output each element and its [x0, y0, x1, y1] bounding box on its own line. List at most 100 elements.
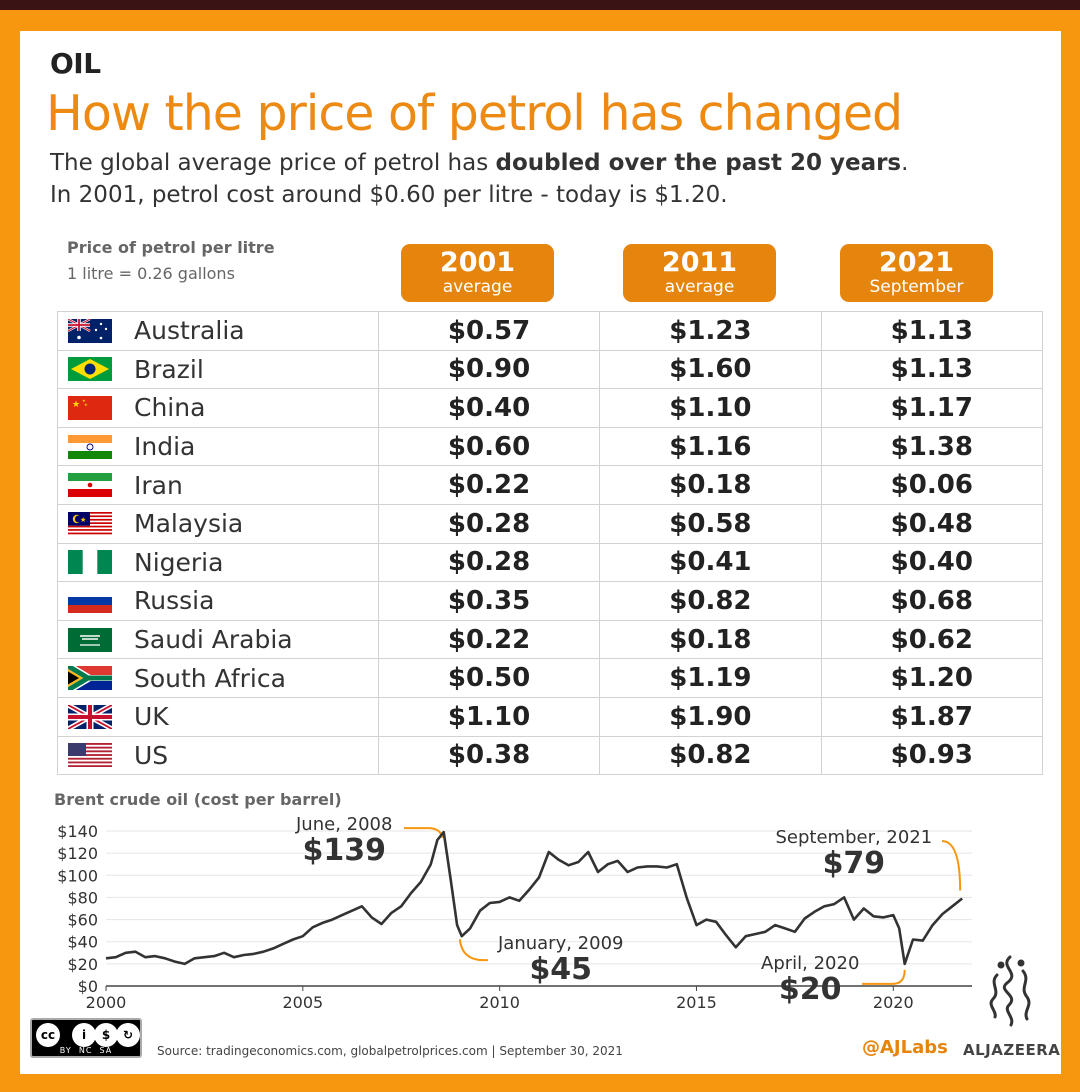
y-tick-label: $20 [67, 955, 98, 974]
price-2001: $0.38 [377, 735, 601, 776]
country-cell: South Africa [57, 658, 379, 698]
table-row: Saudi Arabia $0.22 $0.18 $0.62 [57, 619, 1044, 660]
price-2011: $0.82 [599, 735, 822, 776]
country-name: UK [134, 702, 169, 732]
aljazeera-logo-icon [989, 955, 1031, 1027]
annotation-value: $139 [302, 833, 386, 868]
svg-text:★: ★ [80, 516, 86, 524]
svg-text:★: ★ [84, 402, 88, 407]
by-icon: i [72, 1023, 96, 1047]
country-cell: US [57, 735, 379, 776]
price-table: Australia $0.57 $1.23 $1.13 Brazil $0.90 $1.60… [57, 311, 1044, 776]
aljazeera-wordmark: ALJAZEERA [963, 1041, 1061, 1059]
uk-flag-icon [66, 702, 114, 731]
country-name: Iran [134, 470, 183, 500]
country-cell: Iran [57, 465, 379, 505]
country-name: Nigeria [134, 547, 224, 577]
license-text: BY NC SA [32, 1046, 140, 1055]
license-sa: SA [99, 1046, 113, 1055]
country-name: Malaysia [134, 509, 244, 539]
country-cell: Australia [57, 311, 379, 351]
callout-low-2020 [862, 969, 906, 985]
australia-flag-icon [67, 317, 112, 343]
country-cell: UK [57, 696, 379, 737]
subtitle-bold: doubled over the past 20 years [495, 150, 902, 176]
x-tick-label: 2005 [282, 993, 323, 1010]
country-name: Saudi Arabia [134, 625, 293, 655]
license-by: BY [59, 1046, 72, 1055]
annotation-value: $45 [529, 952, 593, 987]
y-tick-label: $0 [78, 977, 98, 996]
y-tick-label: $60 [67, 911, 98, 930]
price-2001: $0.40 [377, 388, 601, 428]
creative-commons-badge: cc i $ ↻ BY NC SA [30, 1018, 142, 1058]
price-2001: $0.22 [377, 465, 601, 505]
ajlabs-handle: @AJLabs [862, 1037, 948, 1058]
sa-icon: ↻ [116, 1023, 140, 1047]
country-name: South Africa [134, 663, 286, 693]
y-tick-label: $40 [67, 933, 98, 952]
iran-flag-icon [68, 473, 112, 498]
price-2001: $0.28 [377, 542, 601, 583]
price-2021: $1.87 [820, 696, 1044, 737]
table-row: ★ ★ ★ China $0.40 $1.10 $1.17 [57, 388, 1044, 428]
svg-text:★: ★ [82, 398, 86, 403]
brazil-flag-icon [68, 357, 112, 382]
country-cell: ★ Malaysia [57, 503, 379, 544]
price-2001: $0.28 [377, 503, 601, 544]
column-sub: average [664, 277, 735, 297]
price-2021: $0.62 [820, 619, 1044, 660]
nigeria-flag-icon [68, 550, 112, 575]
annotation-label: April, 2020 [761, 953, 860, 974]
callout-low-2009 [458, 939, 488, 962]
table-row: US $0.38 $0.82 $0.93 [57, 735, 1044, 776]
subtitle-line-1: The global average price of petrol has d… [50, 150, 908, 176]
price-2021: $1.17 [820, 388, 1044, 428]
price-2001: $0.57 [377, 311, 601, 351]
chart-title: Brent crude oil (cost per barrel) [54, 790, 342, 809]
table-row: Russia $0.35 $0.82 $0.68 [57, 581, 1044, 621]
callout-peak-2008 [404, 827, 444, 839]
x-tick-label: 2020 [873, 993, 914, 1010]
price-2011: $0.58 [599, 503, 822, 544]
price-2021: $0.68 [820, 581, 1044, 621]
country-name: India [134, 432, 196, 462]
price-2021: $1.13 [820, 349, 1044, 390]
annotation-value: $79 [822, 846, 886, 881]
svg-text:★: ★ [72, 400, 80, 410]
subtitle-text: The global average price of petrol has [50, 150, 496, 176]
country-name: US [134, 740, 169, 770]
price-2011: $1.60 [599, 349, 822, 390]
saudi-arabia-flag-icon [68, 627, 112, 652]
table-row: ★ Malaysia $0.28 $0.58 $0.48 [57, 503, 1044, 544]
license-nc: NC [78, 1046, 93, 1055]
column-header-2021: 2021 September [840, 244, 993, 302]
y-tick-label: $100 [57, 866, 98, 885]
annotation-value: $20 [778, 972, 842, 1007]
country-cell: Brazil [57, 349, 379, 390]
price-2021: $1.38 [820, 426, 1044, 467]
price-2011: $1.23 [599, 311, 822, 351]
annotation-latest-2021: September, 2021 $79 [776, 827, 933, 880]
brent-price-line [105, 830, 964, 966]
top-bar [0, 0, 1080, 10]
price-2011: $0.18 [599, 619, 822, 660]
column-year: 2011 [661, 247, 738, 278]
price-2021: $1.20 [820, 658, 1044, 698]
table-row: Brazil $0.90 $1.60 $1.13 [57, 349, 1044, 390]
price-2001: $0.35 [377, 581, 601, 621]
price-2001: $0.60 [377, 426, 601, 467]
y-tick-label: $140 [57, 822, 98, 841]
nc-icon: $ [94, 1023, 118, 1047]
y-tick-label: $80 [67, 888, 98, 907]
price-2021: $0.06 [820, 465, 1044, 505]
source-note: Source: tradingeconomics.com, globalpetr… [157, 1044, 623, 1058]
table-row: UK $1.10 $1.90 $1.87 [57, 696, 1044, 737]
column-header-2001: 2001 average [401, 244, 554, 302]
kicker: OIL [50, 47, 101, 80]
country-name: Australia [134, 316, 245, 346]
country-cell: ★ ★ ★ China [57, 388, 379, 428]
table-row: Australia $0.57 $1.23 $1.13 [57, 311, 1044, 351]
price-2021: $0.93 [820, 735, 1044, 776]
price-2011: $1.10 [599, 388, 822, 428]
